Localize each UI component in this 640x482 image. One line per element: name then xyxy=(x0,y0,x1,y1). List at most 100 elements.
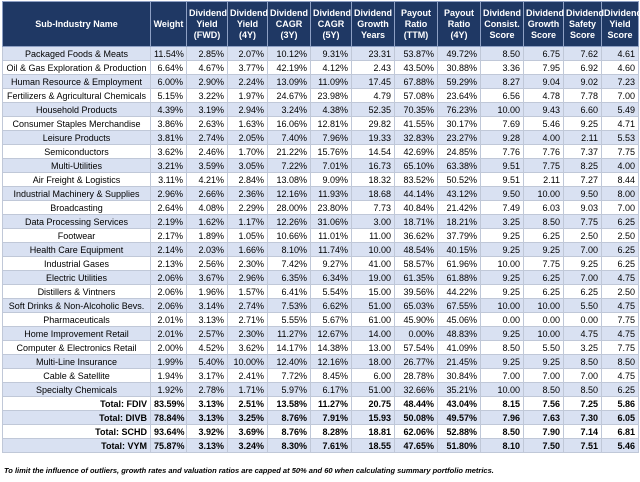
column-header: Dividend Yield Score xyxy=(601,1,640,47)
cell: 6.64% xyxy=(150,60,187,75)
data-row: Broadcasting 2.64% 4.08% 2.29% 28.00% 23.80% 7… xyxy=(2,200,639,215)
column-header: Dividend CAGR (3Y) xyxy=(267,1,311,47)
cell: 14.38% xyxy=(310,340,352,355)
cell: 5.50 xyxy=(563,298,602,313)
cell: 6.25 xyxy=(601,242,639,257)
cell: 4.39% xyxy=(150,102,187,117)
cell: 42.69% xyxy=(394,144,438,159)
cell: 3.59% xyxy=(186,158,228,173)
cell: 6.41% xyxy=(267,284,311,299)
column-header: Dividend Yield (4Y) xyxy=(227,1,268,47)
cell: 21.42% xyxy=(437,200,481,215)
cell: 4.75 xyxy=(601,270,639,285)
cell: 45.06% xyxy=(437,312,481,327)
row-label: Leisure Products xyxy=(2,130,151,145)
data-row: Oil & Gas Exploration & Production 6.64% 4… xyxy=(2,60,639,75)
cell: 13.58% xyxy=(267,396,311,411)
cell: 7.49 xyxy=(480,200,524,215)
cell: 7.00 xyxy=(563,242,602,257)
cell: 7.75 xyxy=(523,256,564,271)
cell: 5.15% xyxy=(150,88,187,103)
cell: 11.09% xyxy=(310,74,352,89)
row-label: Broadcasting xyxy=(2,200,151,215)
cell: 53.87% xyxy=(394,46,438,61)
cell: 7.01% xyxy=(310,158,352,173)
table-header: Sub-Industry Name Weight Dividend Yield (F… xyxy=(2,1,640,47)
cell: 1.63% xyxy=(227,116,268,131)
cell: 5.55% xyxy=(267,312,311,327)
cell: 9.25 xyxy=(480,242,524,257)
row-label: Total: FDIV xyxy=(2,396,151,411)
row-label: Industrial Gases xyxy=(2,256,151,271)
cell: 9.25 xyxy=(563,256,602,271)
cell: 15.76% xyxy=(310,144,352,159)
data-row: Human Resource & Employment 6.00% 2.90% 2.2… xyxy=(2,74,639,89)
cell: 6.00% xyxy=(150,74,187,89)
cell: 7.56 xyxy=(523,396,564,411)
cell: 3.24% xyxy=(267,102,311,117)
total-row: Total: VYM 75.87% 3.13% 3.24% 8.30% 7.61% 18.5… xyxy=(2,438,639,453)
data-row: Consumer Staples Merchandise 3.86% 2.63% 1.… xyxy=(2,116,639,131)
cell: 2.11 xyxy=(523,172,564,187)
cell: 2.24% xyxy=(227,74,268,89)
cell: 6.56 xyxy=(480,88,524,103)
cell: 10.00 xyxy=(480,102,524,117)
cell: 3.22% xyxy=(186,88,228,103)
row-label: Specialty Chemicals xyxy=(2,382,151,397)
cell: 2.50 xyxy=(601,284,639,299)
cell: 3.62% xyxy=(227,340,268,355)
cell: 5.46 xyxy=(523,116,564,131)
column-header: Payout Ratio (4Y) xyxy=(437,1,481,47)
cell: 7.75 xyxy=(601,312,639,327)
cell: 0.00% xyxy=(394,326,438,341)
cell: 1.70% xyxy=(227,144,268,159)
cell: 9.25 xyxy=(480,326,524,341)
data-row: Semiconductors 3.62% 2.46% 1.70% 21.22% 15.76… xyxy=(2,144,639,159)
cell: 2.85% xyxy=(186,46,228,61)
cell: 23.27% xyxy=(437,130,481,145)
cell: 51.00 xyxy=(351,298,395,313)
cell: 3.86% xyxy=(150,116,187,131)
cell: 6.25 xyxy=(523,284,564,299)
data-row: Household Products 4.39% 3.19% 2.94% 3.24% 4.… xyxy=(2,102,639,117)
cell: 7.00 xyxy=(601,200,639,215)
cell: 3.24% xyxy=(227,438,268,453)
cell: 2.90% xyxy=(186,74,228,89)
cell: 21.22% xyxy=(267,144,311,159)
cell: 3.62% xyxy=(150,144,187,159)
cell: 4.00 xyxy=(601,158,639,173)
cell: 1.57% xyxy=(227,284,268,299)
cell: 13.09% xyxy=(267,74,311,89)
cell: 51.00 xyxy=(351,382,395,397)
cell: 13.00 xyxy=(351,340,395,355)
cell: 32.83% xyxy=(394,130,438,145)
cell: 30.88% xyxy=(437,60,481,75)
cell: 12.67% xyxy=(310,326,352,341)
row-label: Footwear xyxy=(2,228,151,243)
cell: 7.75 xyxy=(601,340,639,355)
cell: 4.08% xyxy=(186,200,228,215)
cell: 4.79 xyxy=(351,88,395,103)
cell: 2.06% xyxy=(150,298,187,313)
cell: 7.78 xyxy=(563,88,602,103)
cell: 2.74% xyxy=(227,298,268,313)
cell: 14.00 xyxy=(351,326,395,341)
cell: 2.46% xyxy=(186,144,228,159)
cell: 48.44% xyxy=(394,396,438,411)
cell: 2.78% xyxy=(186,382,228,397)
cell: 4.67% xyxy=(186,60,228,75)
data-row: Computer & Electronics Retail 2.00% 4.52% 3… xyxy=(2,340,639,355)
row-label: Home Improvement Retail xyxy=(2,326,151,341)
cell: 3.13% xyxy=(186,438,228,453)
column-header: Dividend Yield (FWD) xyxy=(186,1,228,47)
cell: 7.53% xyxy=(267,298,311,313)
cell: 41.55% xyxy=(394,116,438,131)
cell: 20.75 xyxy=(351,396,395,411)
cell: 2.94% xyxy=(227,102,268,117)
cell: 65.10% xyxy=(394,158,438,173)
cell: 70.35% xyxy=(394,102,438,117)
cell: 58.57% xyxy=(394,256,438,271)
cell: 40.84% xyxy=(394,200,438,215)
column-header: Weight xyxy=(150,1,187,47)
cell: 19.33 xyxy=(351,130,395,145)
